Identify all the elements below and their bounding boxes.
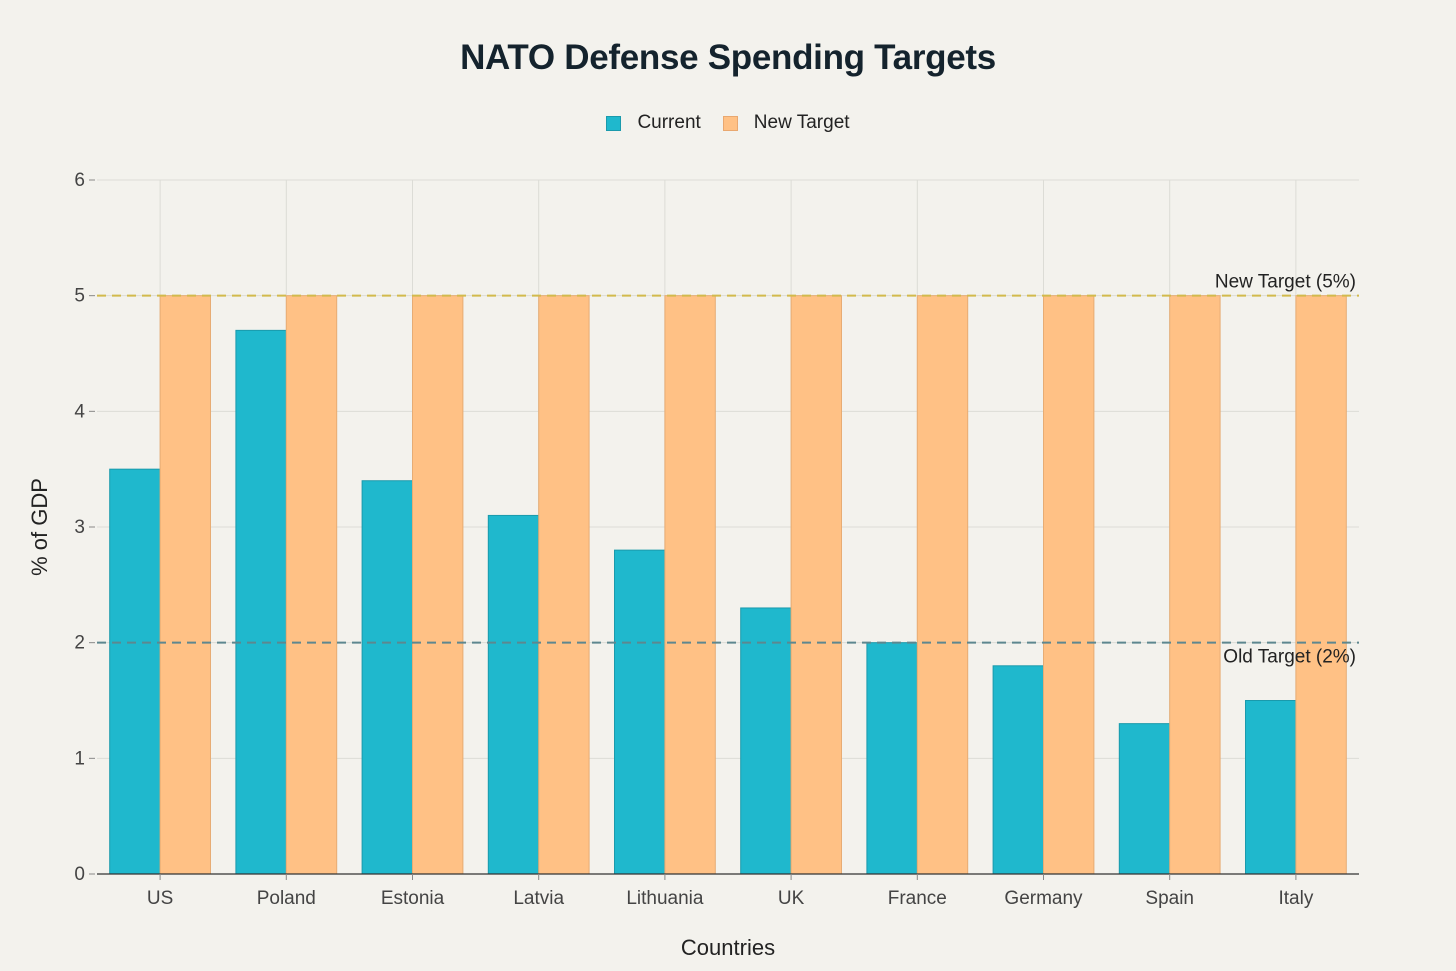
x-tick-label: Germany xyxy=(1004,888,1083,909)
bar-current-italy[interactable] xyxy=(1245,700,1297,875)
legend-item-current[interactable]: Current xyxy=(606,112,701,134)
bar-new-target-germany[interactable] xyxy=(1043,295,1095,875)
chart-title: NATO Defense Spending Targets xyxy=(460,38,996,77)
legend-label-new-target: New Target xyxy=(753,112,850,133)
x-tick-label: UK xyxy=(778,888,805,909)
legend-label-current: Current xyxy=(637,112,701,133)
y-axis-title: % of GDP xyxy=(27,478,52,576)
x-tick-label: US xyxy=(147,888,173,909)
x-tick-label: Italy xyxy=(1278,888,1313,909)
bar-new-target-us[interactable] xyxy=(159,295,212,875)
bar-new-target-italy[interactable] xyxy=(1295,295,1347,875)
bar-new-target-lithuania[interactable] xyxy=(664,295,716,875)
bar-current-us[interactable] xyxy=(109,468,161,875)
bar-new-target-france[interactable] xyxy=(916,295,969,875)
bar-new-target-spain[interactable] xyxy=(1169,295,1221,875)
x-tick-label: Latvia xyxy=(513,888,564,909)
bar-new-target-poland[interactable] xyxy=(285,295,338,875)
legend: Current New Target xyxy=(0,112,1456,134)
legend-item-new-target[interactable]: New Target xyxy=(722,112,850,134)
bar-current-germany[interactable] xyxy=(992,665,1044,875)
bar-current-spain[interactable] xyxy=(1118,723,1171,875)
y-tick-label: 5 xyxy=(74,286,85,307)
x-tick-label: Estonia xyxy=(381,888,445,909)
bar-current-poland[interactable] xyxy=(235,329,287,875)
x-tick-label: France xyxy=(888,888,947,909)
y-tick-label: 4 xyxy=(74,401,85,422)
bar-new-target-latvia[interactable] xyxy=(538,295,590,875)
bar-current-lithuania[interactable] xyxy=(614,549,666,875)
y-tick-label: 2 xyxy=(74,633,85,654)
x-axis-title: Countries xyxy=(681,935,775,960)
y-tick-label: 1 xyxy=(74,748,85,769)
x-tick-label: Spain xyxy=(1145,888,1194,909)
bar-new-target-estonia[interactable] xyxy=(412,295,464,875)
reference-label-5: New Target (5%) xyxy=(1215,272,1356,293)
y-tick-label: 0 xyxy=(74,864,85,885)
legend-swatch-current xyxy=(606,115,622,131)
bar-new-target-uk[interactable] xyxy=(790,295,842,875)
bar-current-latvia[interactable] xyxy=(487,514,540,875)
legend-swatch-new-target xyxy=(722,115,738,131)
reference-label-2: Old Target (2%) xyxy=(1223,647,1356,668)
x-tick-label: Lithuania xyxy=(626,888,704,909)
y-tick-label: 3 xyxy=(74,517,85,538)
y-tick-label: 6 xyxy=(74,170,85,191)
bar-current-france[interactable] xyxy=(866,642,918,875)
bar-current-uk[interactable] xyxy=(740,607,792,875)
x-tick-label: Poland xyxy=(257,888,316,909)
bar-current-estonia[interactable] xyxy=(361,480,414,875)
